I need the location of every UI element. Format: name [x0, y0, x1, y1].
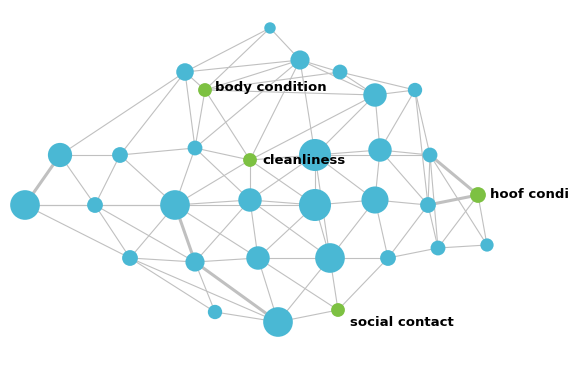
Point: [370, 92, 380, 98]
Point: [483, 242, 492, 248]
Point: [376, 147, 385, 153]
Text: hoof condition: hoof condition: [490, 189, 569, 202]
Point: [191, 259, 200, 265]
Point: [200, 87, 209, 93]
Point: [125, 255, 134, 261]
Point: [191, 145, 200, 151]
Point: [325, 255, 335, 261]
Point: [116, 152, 125, 158]
Point: [295, 57, 304, 63]
Point: [274, 319, 283, 325]
Point: [55, 152, 64, 158]
Point: [245, 197, 254, 203]
Point: [311, 152, 320, 158]
Point: [473, 192, 483, 198]
Text: body condition: body condition: [215, 81, 327, 94]
Point: [253, 255, 262, 261]
Point: [384, 255, 393, 261]
Point: [410, 87, 419, 93]
Point: [434, 245, 443, 251]
Point: [180, 69, 189, 75]
Text: social contact: social contact: [350, 316, 453, 328]
Point: [333, 307, 343, 313]
Point: [20, 202, 30, 208]
Point: [311, 202, 320, 208]
Point: [266, 25, 275, 31]
Point: [370, 197, 380, 203]
Point: [245, 157, 254, 163]
Point: [423, 202, 432, 208]
Point: [211, 309, 220, 315]
Point: [426, 152, 435, 158]
Point: [336, 69, 345, 75]
Point: [171, 202, 180, 208]
Point: [90, 202, 100, 208]
Text: cleanliness: cleanliness: [262, 154, 345, 167]
